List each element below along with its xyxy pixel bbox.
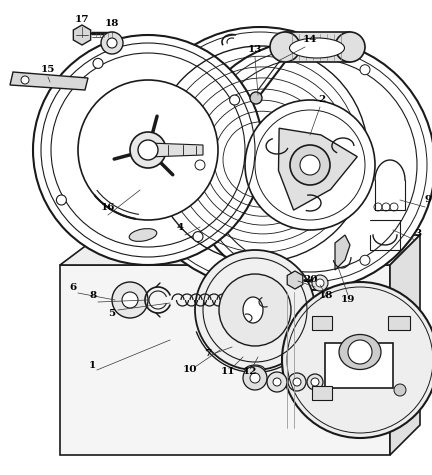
Circle shape (316, 279, 324, 287)
Circle shape (293, 378, 301, 386)
Circle shape (300, 155, 320, 175)
Text: 5: 5 (108, 308, 116, 317)
Text: 18: 18 (105, 19, 119, 28)
Polygon shape (279, 128, 357, 210)
Circle shape (335, 32, 365, 62)
Text: 7: 7 (204, 349, 212, 358)
Circle shape (360, 255, 370, 265)
Circle shape (185, 40, 432, 290)
Circle shape (122, 292, 138, 308)
Circle shape (107, 38, 117, 48)
Polygon shape (10, 72, 88, 90)
Circle shape (273, 378, 281, 386)
Circle shape (33, 35, 263, 265)
Text: 9: 9 (424, 196, 432, 205)
Text: 3: 3 (414, 228, 422, 238)
Circle shape (250, 92, 262, 104)
Ellipse shape (245, 365, 265, 375)
Circle shape (195, 160, 205, 170)
Circle shape (57, 195, 67, 205)
Circle shape (290, 145, 330, 185)
Circle shape (78, 80, 218, 220)
Circle shape (219, 274, 291, 346)
Circle shape (112, 282, 148, 318)
Circle shape (138, 140, 158, 160)
Circle shape (250, 373, 260, 383)
Circle shape (267, 372, 287, 392)
Circle shape (282, 282, 432, 438)
Polygon shape (285, 32, 350, 62)
Circle shape (311, 378, 319, 386)
Bar (312, 316, 332, 330)
Circle shape (394, 384, 406, 396)
Polygon shape (287, 271, 303, 289)
Ellipse shape (339, 334, 381, 370)
Polygon shape (60, 265, 390, 455)
Circle shape (130, 27, 390, 287)
Bar (312, 386, 332, 400)
Ellipse shape (243, 297, 263, 323)
Circle shape (229, 95, 240, 105)
Bar (325, 343, 393, 388)
Text: 12: 12 (243, 368, 257, 377)
Polygon shape (73, 25, 91, 45)
Circle shape (101, 32, 123, 54)
Text: 8: 8 (89, 291, 97, 300)
Circle shape (245, 100, 375, 230)
Text: 2: 2 (318, 95, 326, 104)
Circle shape (195, 250, 315, 370)
Text: 14: 14 (303, 36, 317, 45)
Circle shape (193, 232, 203, 242)
Text: 1: 1 (89, 361, 95, 370)
Bar (388, 316, 410, 330)
Text: 4: 4 (176, 222, 184, 231)
Circle shape (360, 65, 370, 75)
Circle shape (312, 275, 328, 291)
Text: 15: 15 (41, 66, 55, 75)
Circle shape (348, 340, 372, 364)
Circle shape (130, 132, 166, 168)
Ellipse shape (129, 228, 157, 241)
Circle shape (93, 58, 103, 68)
Text: 18: 18 (319, 291, 333, 300)
Circle shape (270, 32, 300, 62)
Text: 19: 19 (341, 295, 355, 304)
Circle shape (288, 373, 306, 391)
Polygon shape (390, 235, 420, 455)
Text: 16: 16 (101, 202, 115, 211)
Polygon shape (60, 235, 420, 265)
Circle shape (307, 374, 323, 390)
Ellipse shape (289, 38, 344, 58)
Circle shape (21, 76, 29, 84)
Text: 6: 6 (70, 283, 76, 292)
Text: 10: 10 (183, 365, 197, 374)
Text: 20: 20 (303, 276, 317, 285)
Polygon shape (148, 143, 203, 157)
Text: 11: 11 (221, 368, 235, 377)
Polygon shape (335, 235, 350, 270)
Text: 17: 17 (75, 16, 89, 25)
Circle shape (243, 366, 267, 390)
Text: 13: 13 (248, 46, 262, 55)
